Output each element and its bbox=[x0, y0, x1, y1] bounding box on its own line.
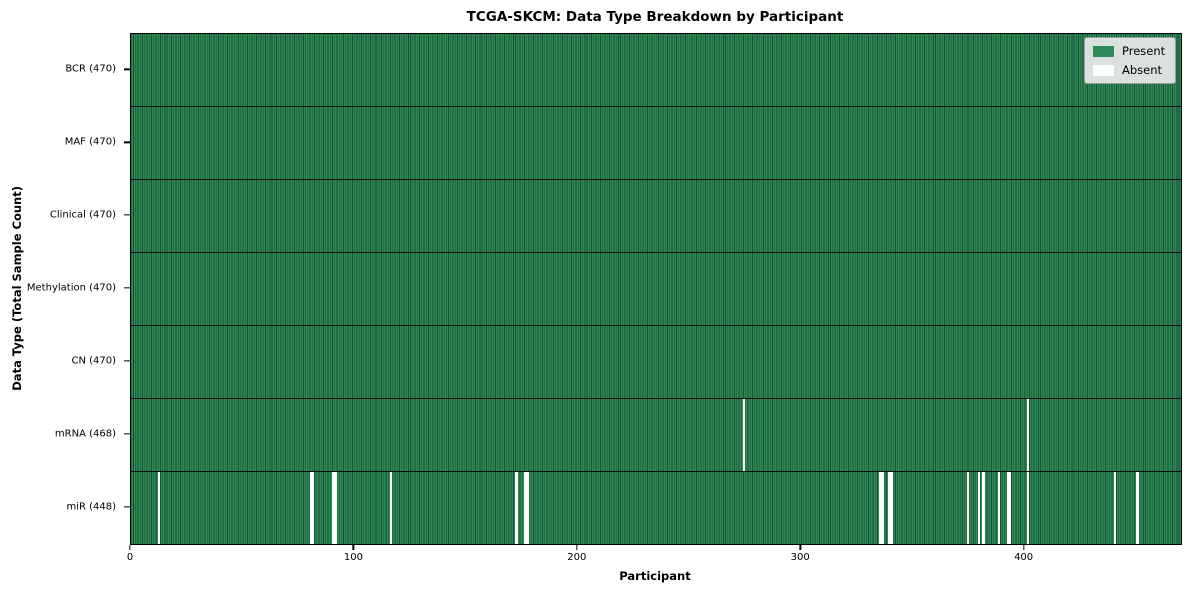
x-axis-ticks: 0 100 200 300 400 bbox=[126, 544, 1180, 575]
absent-strip-mir-374 bbox=[966, 472, 969, 544]
absent-strip-mir-450 bbox=[1136, 472, 1139, 544]
y-tick-marks bbox=[123, 33, 130, 543]
y-tick-mark bbox=[124, 505, 130, 508]
absent-strip-mir-392 bbox=[1006, 472, 1010, 544]
legend: Present Absent bbox=[1084, 37, 1177, 84]
y-tick-mark bbox=[124, 287, 130, 289]
x-axis-label: Participant bbox=[619, 569, 691, 583]
y-tick-mark bbox=[124, 141, 130, 143]
y-tick-label-clinical: Clinical (470) bbox=[49, 209, 116, 221]
x-tick-mark bbox=[129, 544, 131, 550]
absent-strip-mir-176 bbox=[524, 472, 527, 544]
heatmap-row-bcr bbox=[131, 34, 1181, 107]
absent-strip-mir-336 bbox=[881, 472, 884, 544]
absent-strip-mir-388 bbox=[997, 472, 1001, 544]
absent-strip-mir-339 bbox=[888, 472, 891, 544]
legend-label-absent: Absent bbox=[1122, 63, 1163, 77]
y-tick-label-cn: CN (470) bbox=[71, 355, 116, 367]
heatmap-row-mir bbox=[131, 472, 1181, 544]
y-tick-label-methylation: Methylation (470) bbox=[26, 282, 116, 294]
x-tick-label-100: 100 bbox=[343, 551, 363, 563]
absent-strip-mir-116 bbox=[390, 472, 393, 544]
heatmap-row-mrna bbox=[131, 399, 1181, 472]
x-tick-mark bbox=[576, 544, 578, 550]
y-tick-mark bbox=[124, 214, 130, 216]
x-tick-label-300: 300 bbox=[790, 551, 810, 563]
legend-item-present: Present bbox=[1093, 44, 1165, 58]
heatmap-row-methylation bbox=[131, 253, 1181, 326]
y-tick-label-maf: MAF (470) bbox=[64, 136, 116, 148]
y-tick-label-bcr: BCR (470) bbox=[65, 63, 116, 75]
absent-strip-mir-401 bbox=[1026, 472, 1030, 544]
x-tick-label-200: 200 bbox=[567, 551, 587, 563]
chart-title: TCGA-SKCM: Data Type Breakdown by Partic… bbox=[466, 9, 844, 25]
heatmap-row-clinical bbox=[131, 180, 1181, 253]
absent-strip-mrna-401 bbox=[1026, 399, 1030, 471]
absent-strip-mir-90 bbox=[332, 472, 335, 544]
heatmap-row-cn bbox=[131, 326, 1181, 399]
x-tick-mark bbox=[352, 544, 355, 550]
x-tick-mark bbox=[799, 544, 801, 550]
legend-label-present: Present bbox=[1122, 44, 1166, 58]
absent-strip-mir-81 bbox=[311, 472, 315, 544]
plot-area bbox=[130, 33, 1182, 545]
heatmap-row-maf bbox=[131, 107, 1181, 180]
absent-strip-mir-177 bbox=[526, 472, 529, 544]
absent-strip-mir-172 bbox=[515, 472, 518, 544]
y-tick-label-mir: miR (448) bbox=[66, 501, 116, 513]
y-tick-label-mrna: mRNA (468) bbox=[54, 428, 116, 440]
absent-strip-mir-80 bbox=[309, 472, 313, 544]
y-tick-mark bbox=[124, 360, 130, 362]
x-tick-label-0: 0 bbox=[126, 551, 134, 563]
absent-strip-mrna-274 bbox=[743, 399, 746, 471]
x-tick-mark bbox=[1022, 544, 1025, 550]
x-tick-label-400: 400 bbox=[1014, 551, 1034, 563]
y-tick-mark bbox=[124, 433, 130, 435]
absent-strip-mir-12 bbox=[157, 472, 161, 544]
legend-item-absent: Absent bbox=[1093, 63, 1165, 77]
y-tick-mark bbox=[124, 68, 130, 71]
legend-swatch-absent bbox=[1093, 64, 1114, 76]
absent-strip-mir-393 bbox=[1008, 472, 1012, 544]
absent-strip-mir-381 bbox=[982, 472, 985, 544]
absent-strip-mir-440 bbox=[1113, 472, 1117, 544]
absent-strip-mir-335 bbox=[879, 472, 882, 544]
absent-strip-mir-340 bbox=[890, 472, 893, 544]
absent-strip-mir-379 bbox=[977, 472, 981, 544]
legend-swatch-present bbox=[1093, 45, 1114, 57]
heatmap-rows bbox=[131, 34, 1181, 544]
absent-strip-mir-91 bbox=[334, 472, 337, 544]
y-tick-labels: BCR (470) MAF (470) Clinical (470) Methylat… bbox=[0, 33, 123, 543]
